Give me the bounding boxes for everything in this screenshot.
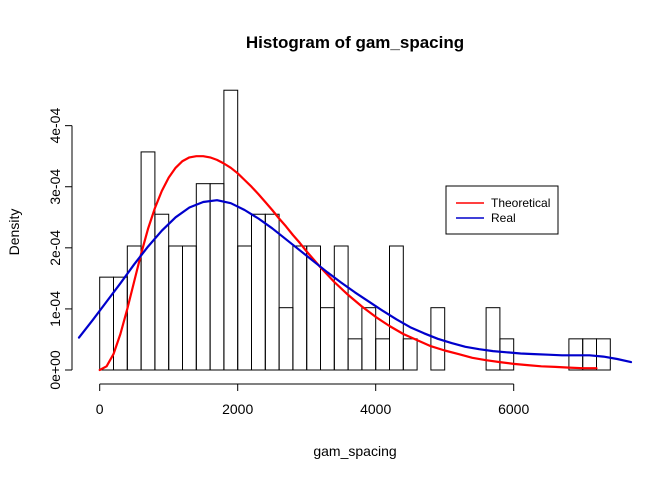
density-curve-theoretical bbox=[98, 155, 598, 372]
histogram-bar bbox=[251, 213, 266, 371]
histogram-bar bbox=[182, 245, 197, 371]
histogram-bar bbox=[347, 338, 363, 371]
histogram-bar bbox=[430, 307, 446, 371]
x-tick-label: 6000 bbox=[498, 401, 529, 417]
histogram-bar bbox=[209, 183, 225, 371]
histogram-bar bbox=[140, 151, 156, 371]
y-axis-label: Density bbox=[6, 209, 22, 256]
histogram-bar bbox=[375, 338, 391, 371]
y-tick-label: 2e-04 bbox=[47, 230, 63, 266]
x-axis: 0 2000 4000 6000 bbox=[96, 383, 529, 417]
histogram-bar bbox=[223, 89, 239, 371]
y-tick-label: 3e-04 bbox=[47, 169, 63, 205]
histogram-bar bbox=[168, 245, 183, 371]
legend-label-theoretical: Theoretical bbox=[491, 196, 550, 210]
histogram-bar bbox=[264, 213, 280, 371]
histogram-bar bbox=[333, 245, 349, 371]
y-tick-label: 0e+00 bbox=[47, 350, 63, 390]
legend-box bbox=[445, 185, 559, 235]
legend: Theoretical Real bbox=[445, 185, 559, 235]
histogram-bar bbox=[361, 307, 377, 371]
y-tick-label: 1e-04 bbox=[47, 291, 63, 327]
chart-title: Histogram of gam_spacing bbox=[246, 33, 464, 52]
histogram-bar bbox=[320, 307, 335, 371]
density-curves bbox=[77, 155, 633, 372]
x-axis-label: gam_spacing bbox=[313, 443, 396, 459]
histogram-bar bbox=[402, 338, 418, 371]
density-curve-real bbox=[77, 199, 633, 364]
y-tick-label: 4e-04 bbox=[47, 108, 63, 144]
y-axis: 0e+00 1e-04 2e-04 3e-04 4e-04 bbox=[47, 108, 73, 390]
legend-label-real: Real bbox=[491, 211, 516, 225]
histogram-bar bbox=[237, 245, 252, 371]
x-tick-label: 4000 bbox=[360, 401, 391, 417]
histogram-bar bbox=[389, 245, 404, 371]
x-tick-label: 2000 bbox=[222, 401, 253, 417]
histogram-bar bbox=[292, 245, 308, 371]
histogram-bar bbox=[596, 338, 611, 371]
histogram-bars bbox=[99, 89, 611, 371]
histogram-bar bbox=[499, 338, 515, 371]
x-tick-label: 0 bbox=[96, 401, 104, 417]
histogram-bar bbox=[195, 183, 211, 371]
histogram-bar bbox=[278, 307, 294, 371]
